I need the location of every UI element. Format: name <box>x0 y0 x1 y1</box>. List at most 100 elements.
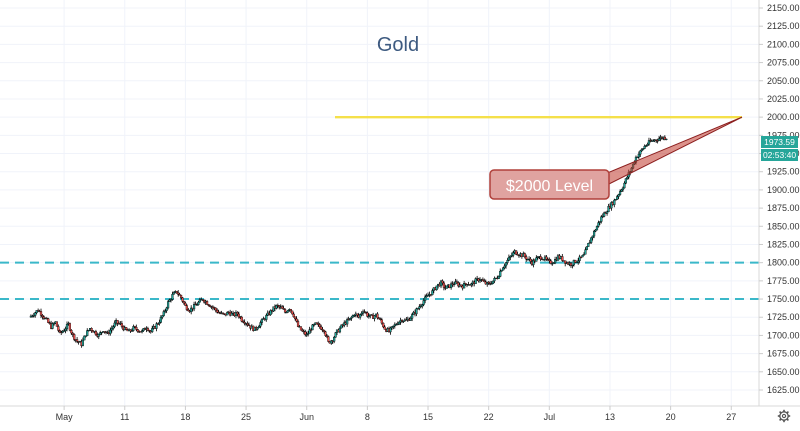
candle-body <box>376 313 379 319</box>
candle-body <box>113 322 116 327</box>
x-tick-label: 27 <box>726 412 736 422</box>
x-tick-label: 22 <box>484 412 494 422</box>
candle-body <box>529 258 532 262</box>
candle-body <box>289 309 292 312</box>
candle-body <box>192 303 196 310</box>
candle-body <box>70 330 73 334</box>
candle-body <box>416 308 420 310</box>
candle-body <box>240 316 243 322</box>
candle-body <box>424 296 427 301</box>
candle-body <box>246 323 249 326</box>
candle-body <box>256 327 259 330</box>
candle-body <box>366 312 369 317</box>
candle-body <box>295 318 298 322</box>
candle-body <box>598 221 601 223</box>
candle-body <box>402 320 405 322</box>
candle-body <box>182 301 186 304</box>
candle-body <box>507 257 510 261</box>
candle-body <box>146 328 149 331</box>
candle-body <box>539 256 542 260</box>
candle-body <box>292 313 295 318</box>
candle-body <box>348 318 352 320</box>
candle-body <box>418 306 421 309</box>
y-tick-label: 2075.00 <box>767 58 800 68</box>
price-axis-ticks: 1625.00 1650.00 1675.00 1700.00 1725.00 1750.… <box>759 3 800 395</box>
candle-body <box>380 319 383 324</box>
candle-body <box>47 318 50 323</box>
y-tick-label: 1850.00 <box>767 221 800 231</box>
callout-label: $2000 Level <box>506 178 593 195</box>
candle-body <box>435 285 438 290</box>
candle-body <box>286 310 290 313</box>
candle-body <box>294 316 297 320</box>
candle-body <box>585 246 588 250</box>
candle-body <box>582 254 586 256</box>
candle-body <box>426 295 430 297</box>
candle-body <box>490 283 493 285</box>
candle-body <box>460 284 463 287</box>
x-tick-label: 11 <box>120 412 129 422</box>
candle-body <box>392 325 395 327</box>
candle-body <box>90 328 93 331</box>
candle-body <box>315 322 318 325</box>
candle-body <box>260 318 264 323</box>
candle-body <box>574 259 577 263</box>
candle-body <box>265 315 268 320</box>
candle-body <box>32 315 35 317</box>
candle-body <box>178 294 181 296</box>
candle-body <box>642 148 645 150</box>
callout-box <box>489 169 610 200</box>
candle-body <box>421 304 424 307</box>
candle-body <box>83 335 86 341</box>
candle-body <box>237 313 240 318</box>
candle-body <box>71 332 74 335</box>
candle-body <box>595 226 599 231</box>
candle-body <box>321 329 324 331</box>
candle-body <box>618 191 622 195</box>
candle-body <box>509 255 512 258</box>
candle-body <box>464 283 467 285</box>
candle-body <box>97 334 100 337</box>
candle-body <box>81 339 84 346</box>
candle-body <box>605 211 609 214</box>
candle-body <box>187 309 190 312</box>
candle-body <box>282 308 285 310</box>
candle-body <box>419 305 422 307</box>
candle-body <box>175 291 178 294</box>
candle-body <box>579 256 583 258</box>
candle-body <box>168 299 171 302</box>
candle-body <box>422 300 425 305</box>
candle-body <box>230 313 233 316</box>
candle-body <box>156 323 160 325</box>
candle-body <box>164 310 167 312</box>
candle-body <box>318 324 321 328</box>
y-tick-label: 1725.00 <box>767 312 800 322</box>
candle-body <box>379 318 382 320</box>
candle-body <box>396 323 399 326</box>
candle-body <box>452 283 456 286</box>
candle-body <box>571 264 574 267</box>
candle-body <box>577 260 580 263</box>
candle-body <box>624 178 627 184</box>
candle-body <box>155 323 158 329</box>
candle-body <box>455 281 459 284</box>
candle-body <box>61 331 64 333</box>
candle-body <box>441 280 444 284</box>
candle-body <box>86 330 89 336</box>
candle-body <box>301 329 304 332</box>
candle-body <box>463 283 466 289</box>
y-tick-label: 1975.00 <box>767 130 800 140</box>
candle-body <box>575 261 578 264</box>
chart-settings-icon[interactable] <box>777 409 791 423</box>
candle-body <box>500 270 503 272</box>
chart-title: Gold <box>377 34 419 56</box>
candle-body <box>532 259 535 265</box>
candle-body <box>621 187 625 191</box>
candle-body <box>359 314 362 318</box>
candle-body <box>177 292 180 295</box>
candle-body <box>165 307 168 311</box>
x-tick-label: 25 <box>241 412 251 422</box>
y-tick-label: 1700.00 <box>767 330 800 340</box>
candle-body <box>291 310 294 315</box>
candle-body <box>613 199 616 205</box>
